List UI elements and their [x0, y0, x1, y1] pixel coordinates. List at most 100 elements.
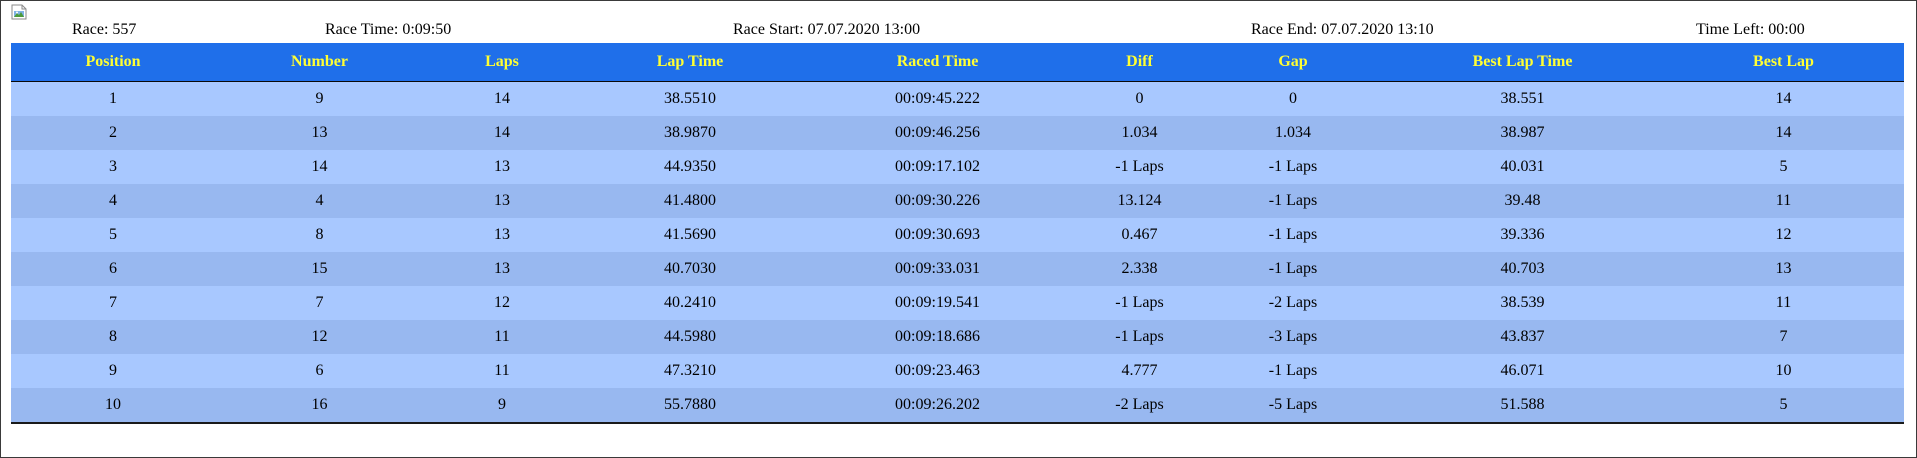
gap-cell: -1 Laps [1204, 150, 1382, 184]
number-cell: 12 [215, 320, 424, 354]
number-cell: 15 [215, 252, 424, 286]
best-lap-time-cell: 38.539 [1382, 286, 1663, 320]
gap-cell: -1 Laps [1204, 184, 1382, 218]
lap-time-cell: 55.7880 [580, 388, 800, 424]
laps-cell: 13 [424, 184, 580, 218]
broken-image-icon [11, 4, 27, 20]
best-lap-time-cell: 46.071 [1382, 354, 1663, 388]
diff-cell: 0.467 [1075, 218, 1204, 252]
best-lap-time-cell: 40.031 [1382, 150, 1663, 184]
laps-cell: 13 [424, 252, 580, 286]
results-body: 1 9 14 38.5510 00:09:45.222 0 0 38.551 14 2 13 14 38… [11, 81, 1904, 424]
laps-cell: 13 [424, 218, 580, 252]
table-row: 5 8 13 41.5690 00:09:30.693 0.467 -1 Laps 39.33… [11, 218, 1904, 252]
number-cell: 4 [215, 184, 424, 218]
best-lap-cell: 11 [1663, 184, 1904, 218]
gap-cell: -1 Laps [1204, 218, 1382, 252]
raced-time-cell: 00:09:33.031 [800, 252, 1075, 286]
diff-cell: 4.777 [1075, 354, 1204, 388]
gap-cell: -3 Laps [1204, 320, 1382, 354]
number-cell: 13 [215, 116, 424, 150]
number-cell: 16 [215, 388, 424, 424]
column-header: Laps [424, 43, 580, 82]
laps-cell: 14 [424, 116, 580, 150]
raced-time-cell: 00:09:18.686 [800, 320, 1075, 354]
lap-time-cell: 41.5690 [580, 218, 800, 252]
raced-time-cell: 00:09:45.222 [800, 81, 1075, 116]
position-cell: 10 [11, 388, 215, 424]
diff-cell: -1 Laps [1075, 320, 1204, 354]
header-row: Position Number Laps Lap Time Raced Time… [11, 43, 1904, 82]
gap-cell: -1 Laps [1204, 252, 1382, 286]
table-row: 8 12 11 44.5980 00:09:18.686 -1 Laps -3 Laps 43… [11, 320, 1904, 354]
laps-cell: 12 [424, 286, 580, 320]
raced-time-cell: 00:09:26.202 [800, 388, 1075, 424]
position-cell: 1 [11, 81, 215, 116]
column-header: Position [11, 43, 215, 82]
gap-cell: -1 Laps [1204, 354, 1382, 388]
position-cell: 6 [11, 252, 215, 286]
gap-cell: -5 Laps [1204, 388, 1382, 424]
diff-cell: 2.338 [1075, 252, 1204, 286]
position-cell: 2 [11, 116, 215, 150]
position-cell: 8 [11, 320, 215, 354]
best-lap-cell: 14 [1663, 116, 1904, 150]
diff-cell: 1.034 [1075, 116, 1204, 150]
lap-time-cell: 40.2410 [580, 286, 800, 320]
raced-time-cell: 00:09:19.541 [800, 286, 1075, 320]
best-lap-cell: 5 [1663, 388, 1904, 424]
column-header: Lap Time [580, 43, 800, 82]
best-lap-cell: 11 [1663, 286, 1904, 320]
gap-cell: 0 [1204, 81, 1382, 116]
table-row: 1 9 14 38.5510 00:09:45.222 0 0 38.551 14 [11, 81, 1904, 116]
best-lap-cell: 13 [1663, 252, 1904, 286]
number-cell: 9 [215, 81, 424, 116]
position-cell: 9 [11, 354, 215, 388]
number-cell: 7 [215, 286, 424, 320]
best-lap-time-cell: 51.588 [1382, 388, 1663, 424]
laps-cell: 14 [424, 81, 580, 116]
diff-cell: -2 Laps [1075, 388, 1204, 424]
number-cell: 6 [215, 354, 424, 388]
best-lap-cell: 10 [1663, 354, 1904, 388]
race-info-bar: Race: 557 Race Time: 0:09:50 Race Start:… [11, 20, 1904, 42]
best-lap-time-cell: 39.48 [1382, 184, 1663, 218]
column-header: Best Lap [1663, 43, 1904, 82]
gap-cell: 1.034 [1204, 116, 1382, 150]
raced-time-cell: 00:09:23.463 [800, 354, 1075, 388]
raced-time-cell: 00:09:17.102 [800, 150, 1075, 184]
column-header: Number [215, 43, 424, 82]
raced-time-cell: 00:09:30.226 [800, 184, 1075, 218]
position-cell: 7 [11, 286, 215, 320]
raced-time-cell: 00:09:30.693 [800, 218, 1075, 252]
lap-time-cell: 47.3210 [580, 354, 800, 388]
laps-cell: 9 [424, 388, 580, 424]
table-row: 2 13 14 38.9870 00:09:46.256 1.034 1.034 38.987… [11, 116, 1904, 150]
best-lap-time-cell: 38.987 [1382, 116, 1663, 150]
diff-cell: -1 Laps [1075, 150, 1204, 184]
table-row: 3 14 13 44.9350 00:09:17.102 -1 Laps -1 Laps 40… [11, 150, 1904, 184]
column-header: Diff [1075, 43, 1204, 82]
race-time: Race Time: 0:09:50 [325, 21, 452, 38]
column-header: Raced Time [800, 43, 1075, 82]
table-row: 10 16 9 55.7880 00:09:26.202 -2 Laps -5 Laps 51… [11, 388, 1904, 424]
lap-time-cell: 44.9350 [580, 150, 800, 184]
best-lap-cell: 7 [1663, 320, 1904, 354]
diff-cell: 0 [1075, 81, 1204, 116]
position-cell: 3 [11, 150, 215, 184]
lap-time-cell: 38.5510 [580, 81, 800, 116]
time-left: Time Left: 00:00 [1696, 21, 1805, 38]
laps-cell: 11 [424, 354, 580, 388]
column-header: Gap [1204, 43, 1382, 82]
table-row: 4 4 13 41.4800 00:09:30.226 13.124 -1 Laps 39.4… [11, 184, 1904, 218]
best-lap-cell: 14 [1663, 81, 1904, 116]
lap-time-cell: 44.5980 [580, 320, 800, 354]
lap-time-cell: 40.7030 [580, 252, 800, 286]
diff-cell: 13.124 [1075, 184, 1204, 218]
lap-time-cell: 41.4800 [580, 184, 800, 218]
results-table: Position Number Laps Lap Time Raced Time… [11, 43, 1904, 424]
race-number: Race: 557 [72, 21, 137, 38]
table-row: 7 7 12 40.2410 00:09:19.541 -1 Laps -2 Laps 38.… [11, 286, 1904, 320]
laps-cell: 13 [424, 150, 580, 184]
gap-cell: -2 Laps [1204, 286, 1382, 320]
